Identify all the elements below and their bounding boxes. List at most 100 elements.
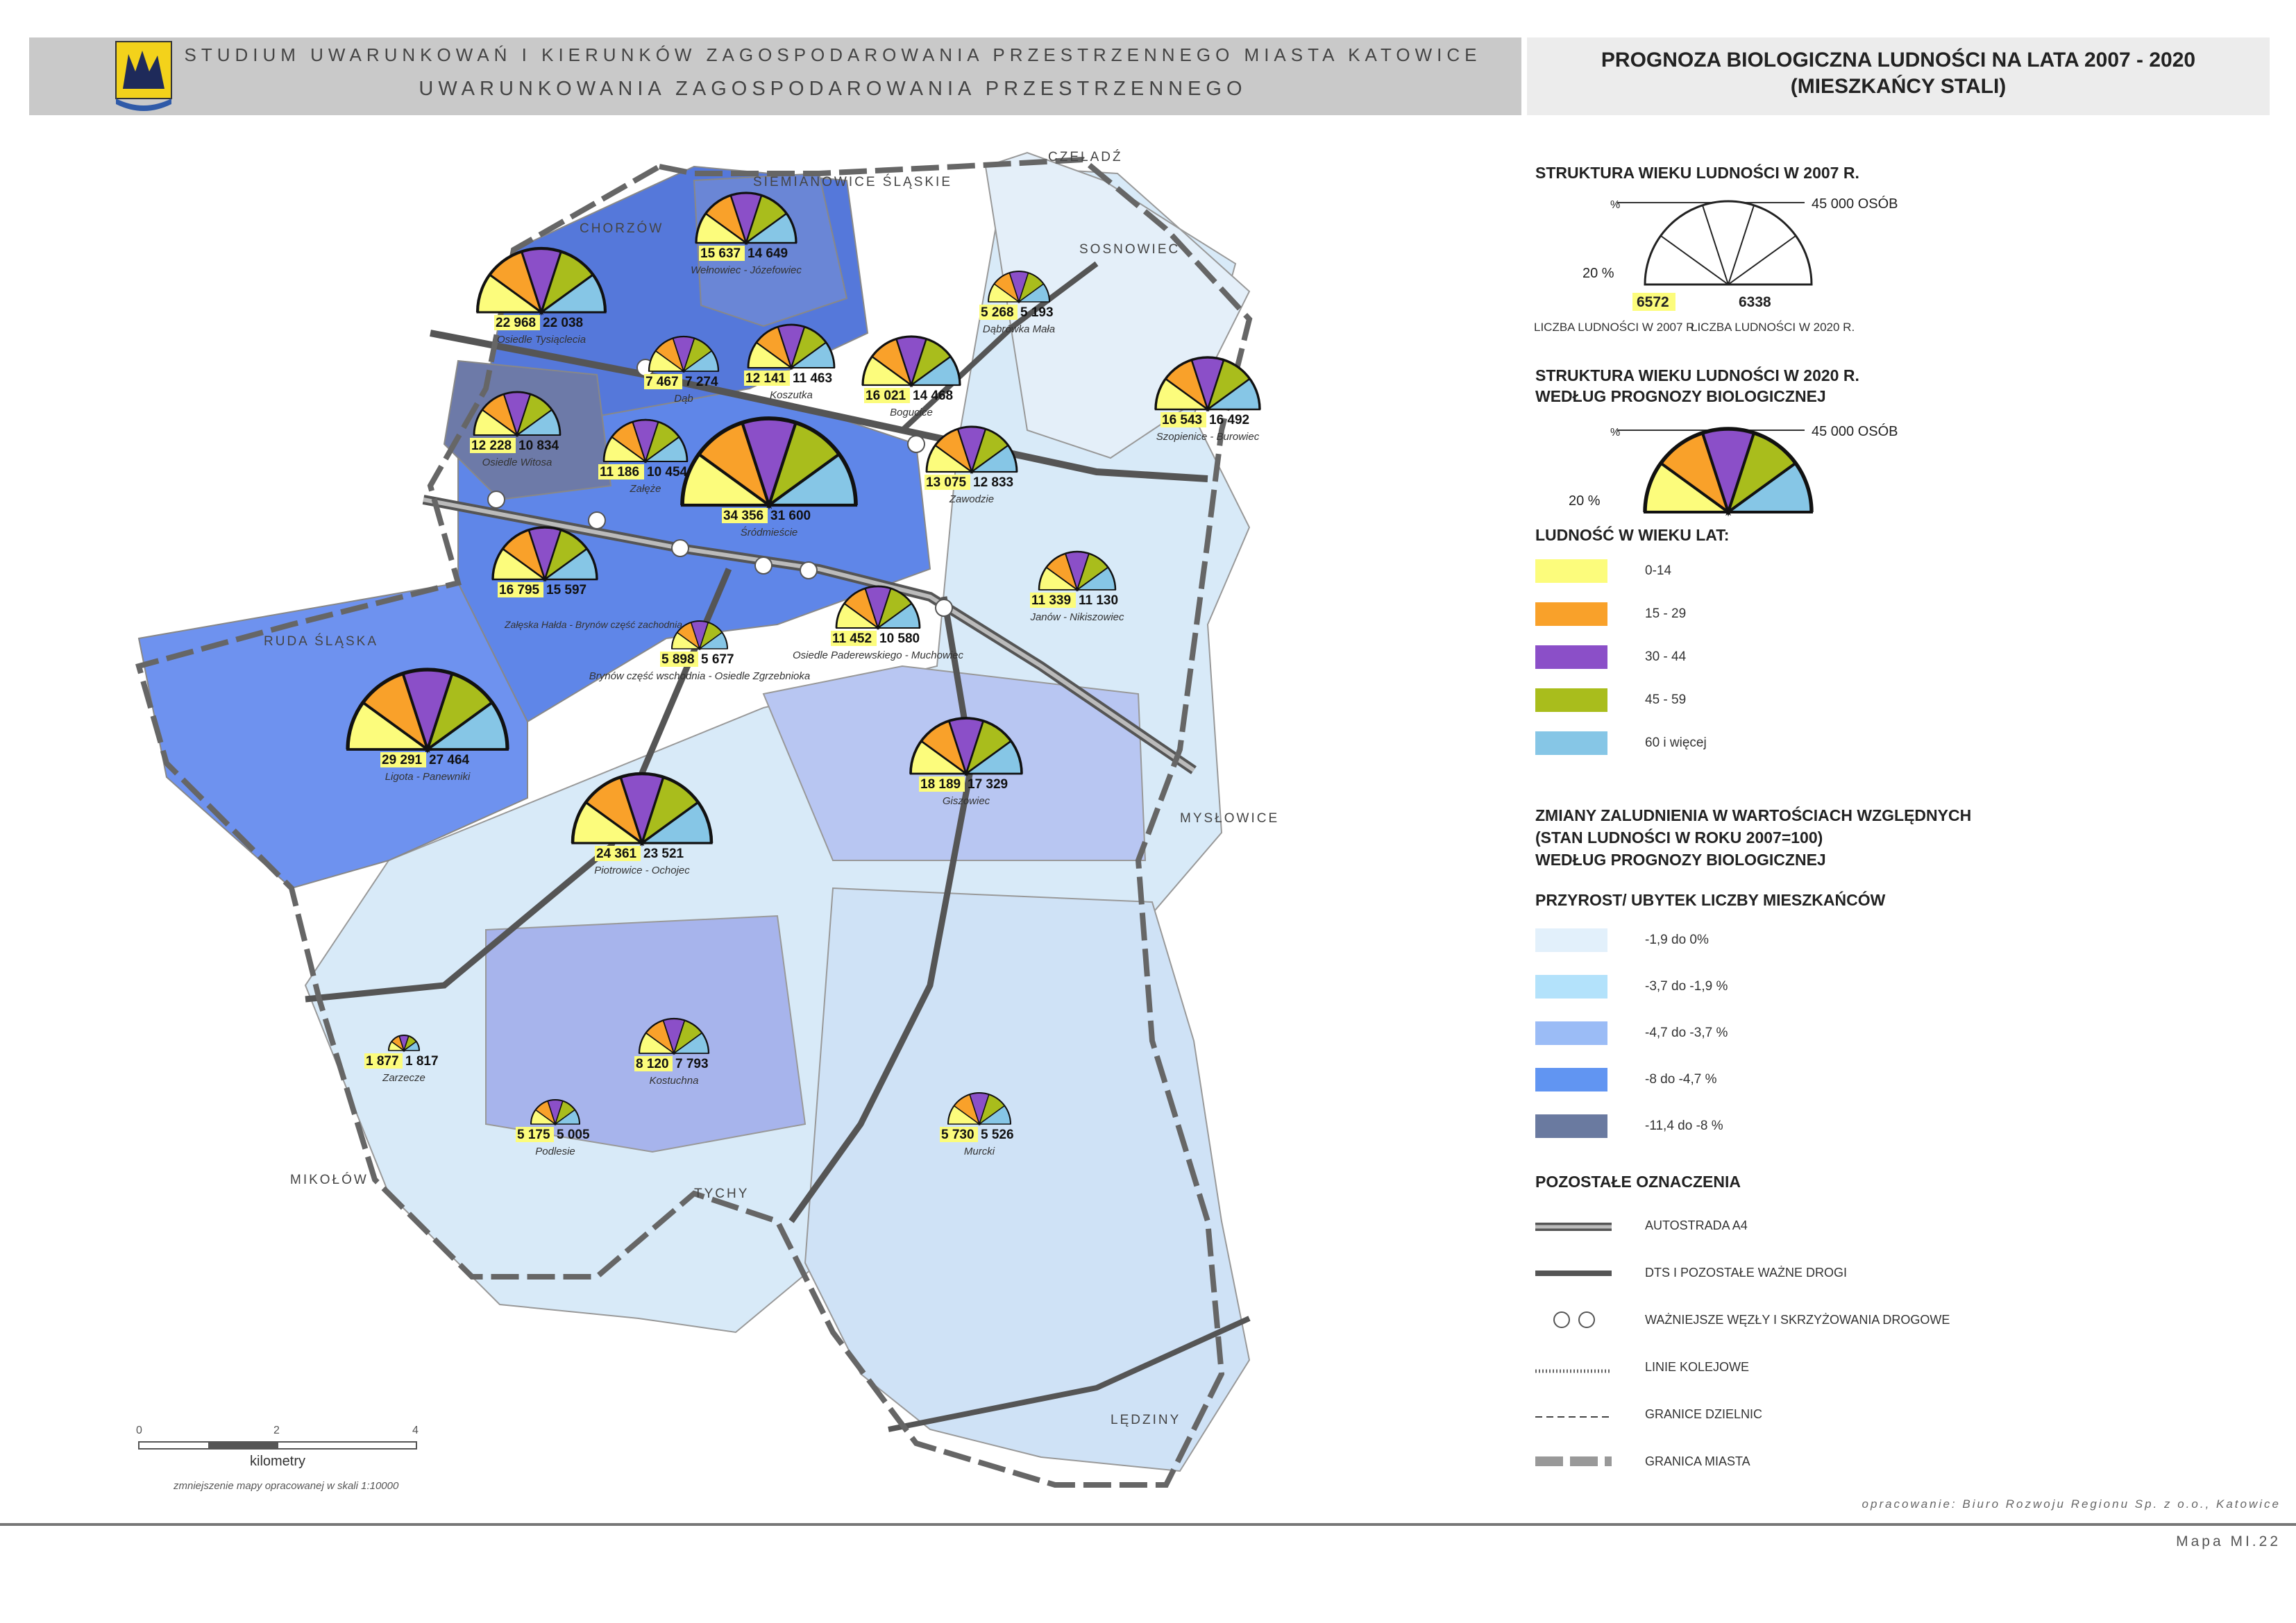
district-chart: 1 877 1 817 Zarzecze [364, 1035, 439, 1084]
district-name: Dąb [674, 393, 693, 405]
district-pop-2020: 14 468 [913, 389, 953, 403]
legend-age-groups-title: LUDNOŚĆ W WIEKU LAT: [1535, 526, 1730, 544]
district-pop-2007: 16 543 [1162, 413, 1202, 427]
road-south-west [305, 568, 732, 1003]
district-pop-2007: 12 141 [745, 371, 786, 386]
district-pop-2007: 12 228 [471, 439, 512, 453]
legend-pct-label: 20 % [1582, 266, 1614, 281]
legend-age2020-chart: % 45 000 OSÓB 20 % [1569, 423, 1898, 517]
age-group-swatch [1535, 559, 1607, 583]
roads [305, 261, 1251, 1432]
district-name: Załęże [629, 483, 661, 495]
legend-caption-2007: LICZBA LUDNOŚCI W 2007 R. [1534, 321, 1698, 334]
district-pop-2020: 15 597 [546, 583, 586, 597]
district-chart: 5 268 5 193 Dąbrówka Mała [979, 271, 1055, 335]
district-name: Piotrowice - Ochojec [594, 865, 690, 876]
district-pop-2007: 5 175 [517, 1128, 550, 1142]
district-name: Ligota - Panewniki [385, 771, 471, 783]
other-symbol-label: WAŻNIEJSZE WĘZŁY I SKRZYŻOWANIA DROGOWE [1645, 1313, 1950, 1327]
district-pop-2020: 7 274 [685, 375, 718, 389]
district-name: Osiedle Witosa [482, 457, 552, 468]
city-coat-of-arms-icon [115, 41, 172, 111]
junction-marker [907, 435, 925, 453]
legend-other-title: POZOSTAŁE OZNACZENIA [1535, 1173, 1741, 1191]
city-boundary [135, 156, 1253, 1488]
district-pop-2007: 5 898 [661, 652, 695, 667]
map-subtitle: (MIESZKAŃCY STALI) [1790, 75, 2007, 98]
area-south-east [804, 887, 1251, 1472]
district-pop-2020: 17 329 [968, 777, 1008, 792]
district-pop-2020: 5 526 [981, 1128, 1014, 1142]
legend-change-title-2: (STAN LUDNOŚCI W ROKU 2007=100) [1535, 829, 1823, 847]
district-pop-2020: 10 580 [879, 631, 920, 646]
legend-age2007-title: STRUKTURA WIEKU LUDNOŚCI W 2007 R. [1535, 164, 1859, 182]
district-pop-2007: 7 467 [645, 375, 679, 389]
legend-change-title-1: ZMIANY ZALUDNIENIA W WARTOŚCIACH WZGLĘDN… [1535, 806, 1972, 824]
junction-marker [671, 539, 689, 557]
change-class-swatch [1535, 1114, 1607, 1138]
legend-zero-label: % [1610, 199, 1620, 211]
district-pop-2007: 13 075 [926, 475, 967, 490]
district-name: Janów - Nikiszowiec [1029, 611, 1124, 623]
junction-marker [487, 491, 505, 509]
district-chart: 5 898 5 677 Brynów część wschodnia - Osied… [589, 620, 810, 682]
scale-tick-4: 4 [412, 1425, 419, 1436]
district-name: Kostuchna [650, 1075, 699, 1087]
junction-marker [800, 561, 818, 579]
district-pop-2007: 24 361 [596, 847, 637, 861]
header-study-title: STUDIUM UWARUNKOWAŃ I KIERUNKÓW ZAGOSPOD… [184, 44, 1482, 65]
age-group-swatch [1535, 602, 1607, 626]
autostrada-a4-inner [423, 498, 1195, 772]
neighbor-label: CHORZÓW [580, 221, 664, 236]
district-name: Osiedle Tysiąclecia [497, 334, 586, 346]
footer-credit: opracowanie: Biuro Rozwoju Regionu Sp. z… [1862, 1497, 2281, 1511]
neighbor-label: MYSŁOWICE [1180, 811, 1279, 826]
change-class-label: -4,7 do -3,7 % [1645, 1026, 1728, 1040]
district-name: Murcki [964, 1146, 995, 1157]
district-name: Wełnowiec - Józefowiec [691, 264, 802, 276]
district-pop-2020: 10 834 [518, 439, 559, 453]
neighbor-label: SIEMIANOWICE ŚLĄSKIE [753, 174, 952, 189]
scale-tick-2: 2 [273, 1425, 280, 1436]
district-pop-2020: 22 038 [543, 316, 583, 330]
scale-unit: kilometry [250, 1454, 305, 1469]
district-pop-2020: 5 005 [557, 1128, 590, 1142]
legend-growth-title: PRZYROST/ UBYTEK LICZBY MIESZKAŃCÓW [1535, 891, 1886, 909]
district-pop-2007: 11 339 [1031, 593, 1071, 608]
district-pop-2007: 11 186 [600, 465, 639, 479]
district-name: Załęska Hałda - Brynów część zachodnia [504, 619, 682, 630]
legend-max-label-2020: 45 000 OSÓB [1812, 423, 1898, 439]
district-pop-2007: 34 356 [723, 509, 763, 523]
district-pop-2020: 11 130 [1079, 593, 1118, 608]
district-chart: 12 141 11 463 Koszutka [744, 323, 836, 401]
district-age-charts: 22 968 22 038 Osiedle Tysiąclecia 15 637 14 … [346, 192, 1261, 1157]
district-pop-2020: 23 521 [643, 847, 684, 861]
neighbor-label: SOSNOWIEC [1079, 242, 1180, 257]
other-symbol-label: GRANICE DZIELNIC [1645, 1407, 1763, 1421]
road-south [788, 596, 975, 1223]
district-pop-2020: 16 492 [1209, 413, 1249, 427]
district-chart: 12 228 10 834 Osiedle Witosa [470, 391, 562, 468]
neighbor-label: TYCHY [694, 1187, 749, 1201]
district-chart: 8 120 7 793 Kostuchna [634, 1017, 710, 1087]
legend-pct-label-2020: 20 % [1569, 493, 1601, 509]
district-pop-2020: 27 464 [429, 753, 470, 767]
district-pop-2020: 31 600 [770, 509, 811, 523]
legend-example-2020: 6338 [1739, 294, 1771, 310]
district-name: Zawodzie [949, 493, 994, 505]
district-pop-2007: 16 021 [866, 389, 906, 403]
legend-age2020-subtitle: WEDŁUG PROGNOZY BIOLOGICZNEJ [1535, 387, 1826, 405]
road-junctions [487, 359, 953, 617]
road-north-east [900, 261, 1099, 432]
neighbor-city-labels: CHORZÓW SIEMIANOWICE ŚLĄSKIE CZELADŹ SOSNOW… [264, 150, 1279, 1427]
age-group-label: 60 i więcej [1645, 736, 1707, 750]
neighbor-label: MIKOŁÓW [290, 1172, 369, 1187]
change-class-swatch [1535, 1021, 1607, 1045]
legend-zero-label-2020: % [1610, 427, 1620, 439]
change-class-swatch [1535, 928, 1607, 952]
district-chart: 18 189 17 329 Giszowiec [909, 717, 1023, 807]
district-pop-2020: 11 463 [793, 371, 832, 386]
change-class-swatch [1535, 975, 1607, 999]
junction-marker [588, 511, 606, 529]
